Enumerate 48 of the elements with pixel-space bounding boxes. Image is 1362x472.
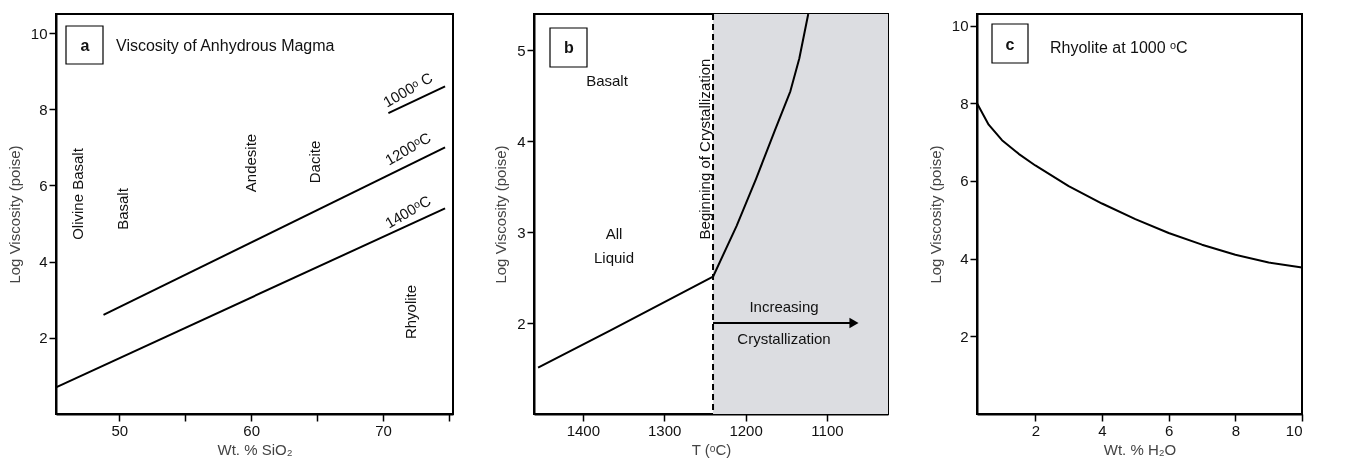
x-tick-label: 10: [1285, 421, 1303, 439]
annotation: Liquid: [593, 249, 635, 266]
annotation: Olivine Basalt: [69, 147, 86, 240]
text: Viscosity of Anhydrous Magma: [116, 37, 335, 54]
x-tick-label: 60: [243, 421, 261, 439]
annotation: a: [80, 37, 90, 54]
y-tick-label: 4: [39, 253, 48, 271]
x-tick-label: 4: [1098, 421, 1107, 439]
y-tick-label: 2: [960, 327, 969, 345]
y-tick-label: 10: [951, 17, 969, 35]
x-tick-label: 50: [111, 421, 129, 439]
y-tick-label: 6: [960, 172, 969, 190]
y-tick-label: 5: [517, 41, 526, 59]
x-tick-label: 2: [1031, 421, 1041, 439]
y-tick-label: 3: [517, 223, 526, 241]
y-tick-label: 2: [39, 329, 48, 347]
x-tick-label: 70: [375, 421, 392, 439]
ref-line-label: Beginning of Crystallization: [696, 58, 714, 240]
annotation: b: [564, 39, 575, 56]
y-axis-title: Log Viscosity (poise): [492, 145, 510, 284]
x-axis-title: T (ᵒC): [691, 440, 732, 458]
x-tick-label: 8: [1231, 421, 1241, 439]
annotation: All: [605, 225, 623, 242]
annotation: Basalt: [586, 72, 629, 89]
y-axis-title: Log Viscosity (poise): [926, 145, 944, 284]
x-axis-title: Wt. % SiO₂: [217, 440, 293, 458]
y-tick-label: 10: [30, 24, 48, 42]
y-tick-label: 8: [960, 94, 969, 112]
annotation: Andesite: [242, 133, 259, 193]
annotation: Dacite: [306, 140, 323, 184]
annotation: Crystallization: [737, 330, 831, 347]
y-tick-label: 6: [39, 176, 48, 194]
x-axis-title: Wt. % H₂O: [1103, 440, 1177, 458]
x-tick-label: 1100: [811, 421, 844, 439]
annotation: Rhyolite: [402, 284, 419, 340]
annotation: Increasing: [749, 298, 819, 315]
x-tick-label: 1300: [648, 421, 682, 439]
y-tick-label: 4: [960, 250, 969, 268]
text: Rhyolite at 1000 ᵒC: [1050, 39, 1188, 56]
annotation: c: [1005, 36, 1015, 53]
annotation: Basalt: [114, 187, 131, 230]
y-tick-label: 4: [517, 132, 526, 150]
y-tick-label: 2: [517, 314, 526, 332]
x-tick-label: 1200: [729, 421, 763, 439]
y-tick-label: 8: [39, 100, 48, 118]
y-axis-title: Log Viscosity (poise): [5, 145, 23, 284]
x-tick-label: 1400: [566, 421, 601, 439]
x-tick-label: 6: [1164, 421, 1174, 439]
